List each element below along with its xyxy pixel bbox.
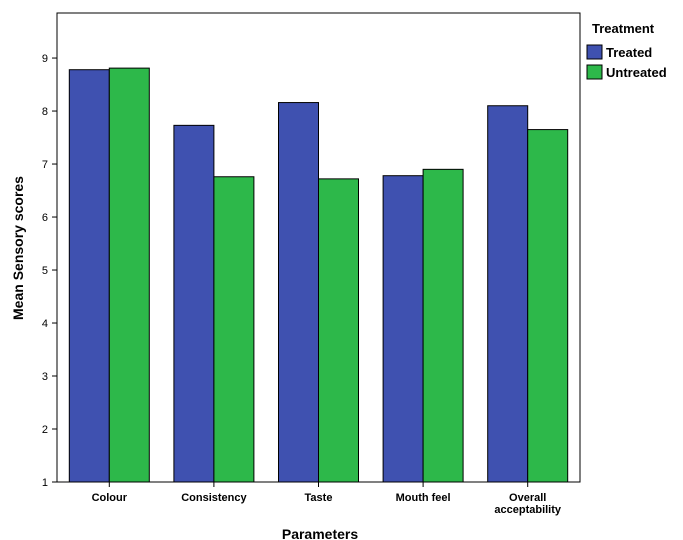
bar-untreated-2 <box>318 178 359 483</box>
y-axis: 1 2 3 4 5 6 7 8 9 <box>42 53 57 489</box>
bar-untreated-3 <box>422 168 464 483</box>
y-tick-label: 2 <box>42 424 48 436</box>
legend-swatch-treated <box>586 44 603 60</box>
y-axis-title: Mean Sensory scores <box>10 176 26 320</box>
y-tick-label: 1 <box>42 477 48 489</box>
bar-treated-2 <box>278 102 319 483</box>
y-tick-label: 8 <box>42 106 48 118</box>
bar-treated-1 <box>173 124 215 483</box>
legend-swatch-untreated <box>586 64 603 80</box>
legend-label-treated: Treated <box>606 45 652 60</box>
bar-treated-0 <box>68 69 110 483</box>
legend-title: Treatment <box>592 21 655 36</box>
y-tick-label: 6 <box>42 212 48 224</box>
x-tick-label: Consistency <box>181 492 247 504</box>
x-tick-label: Colour <box>92 492 128 504</box>
x-tick-label: Mouth feel <box>396 492 451 504</box>
bar-untreated-4 <box>527 129 569 483</box>
y-tick-label: 7 <box>42 159 48 171</box>
bar-untreated-1 <box>213 176 255 483</box>
x-tick-label: Overall acceptability <box>494 492 562 516</box>
x-axis-title: Parameters <box>282 526 358 540</box>
x-axis: Colour Consistency Taste Mouth feel Overall a… <box>92 482 562 516</box>
bar-treated-4 <box>487 105 529 483</box>
legend: Treatment Treated Untreated <box>586 21 667 80</box>
bars-group <box>68 67 569 483</box>
y-tick-label: 5 <box>42 265 48 277</box>
legend-label-untreated: Untreated <box>606 65 667 80</box>
y-tick-label: 9 <box>42 53 48 65</box>
y-tick-label: 3 <box>42 371 48 383</box>
bar-untreated-0 <box>108 67 150 483</box>
bar-treated-3 <box>382 175 424 483</box>
y-tick-label: 4 <box>42 318 48 330</box>
x-tick-label: Taste <box>305 492 333 504</box>
